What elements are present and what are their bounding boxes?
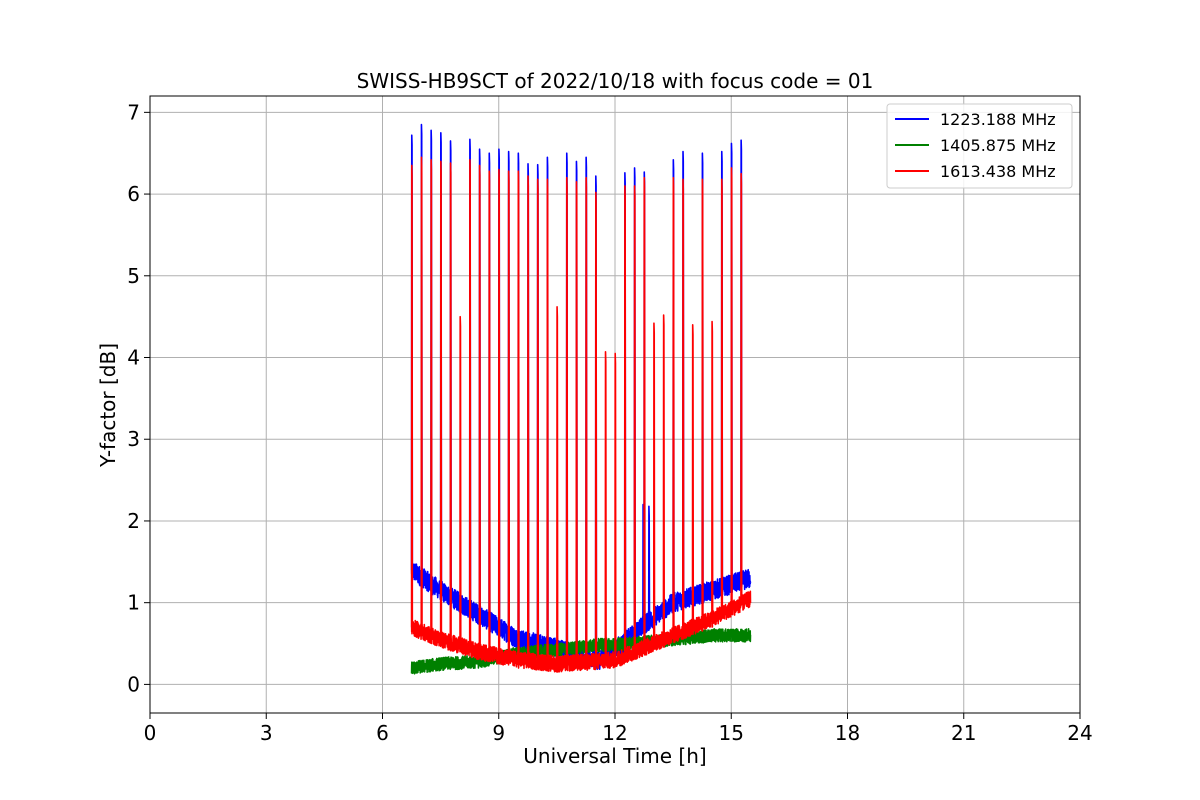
x-axis-label: Universal Time [h]: [523, 744, 706, 768]
x-tick-label: 18: [835, 721, 860, 745]
y-tick-label: 3: [127, 427, 140, 451]
series-group: [410, 123, 752, 675]
y-tick-label: 5: [127, 264, 140, 288]
y-tick-label: 2: [127, 509, 140, 533]
chart-title: SWISS-HB9SCT of 2022/10/18 with focus co…: [357, 69, 874, 93]
x-tick-label: 15: [719, 721, 744, 745]
y-tick-label: 0: [127, 672, 140, 696]
legend-entry: 1405.875 MHz: [940, 136, 1056, 155]
series-line: [410, 156, 752, 673]
legend-entry: 1223.188 MHz: [940, 110, 1056, 129]
legend: 1223.188 MHz 1405.875 MHz 1613.438 MHz: [886, 103, 1073, 189]
legend-entry: 1613.438 MHz: [940, 162, 1056, 181]
x-tick-label: 12: [602, 721, 627, 745]
plot-area: [149, 95, 1081, 714]
x-tick-label: 9: [492, 721, 505, 745]
x-tick-label: 21: [951, 721, 976, 745]
y-tick-label: 1: [127, 591, 140, 615]
x-tick-label: 0: [144, 721, 157, 745]
y-tick-label: 6: [127, 182, 140, 206]
series-line: [410, 628, 752, 675]
y-axis: 0 1 2 3 4 5 6 7: [127, 100, 150, 696]
x-tick-label: 3: [260, 721, 273, 745]
x-tick-label: 24: [1067, 721, 1092, 745]
x-axis: 0 3 6 9 12 15 18 21 24: [144, 713, 1093, 745]
x-tick-label: 6: [376, 721, 389, 745]
y-tick-label: 4: [127, 346, 140, 370]
y-axis-label: Y-factor [dB]: [96, 343, 120, 468]
y-tick-label: 7: [127, 100, 140, 124]
legend-box: [886, 103, 1073, 189]
